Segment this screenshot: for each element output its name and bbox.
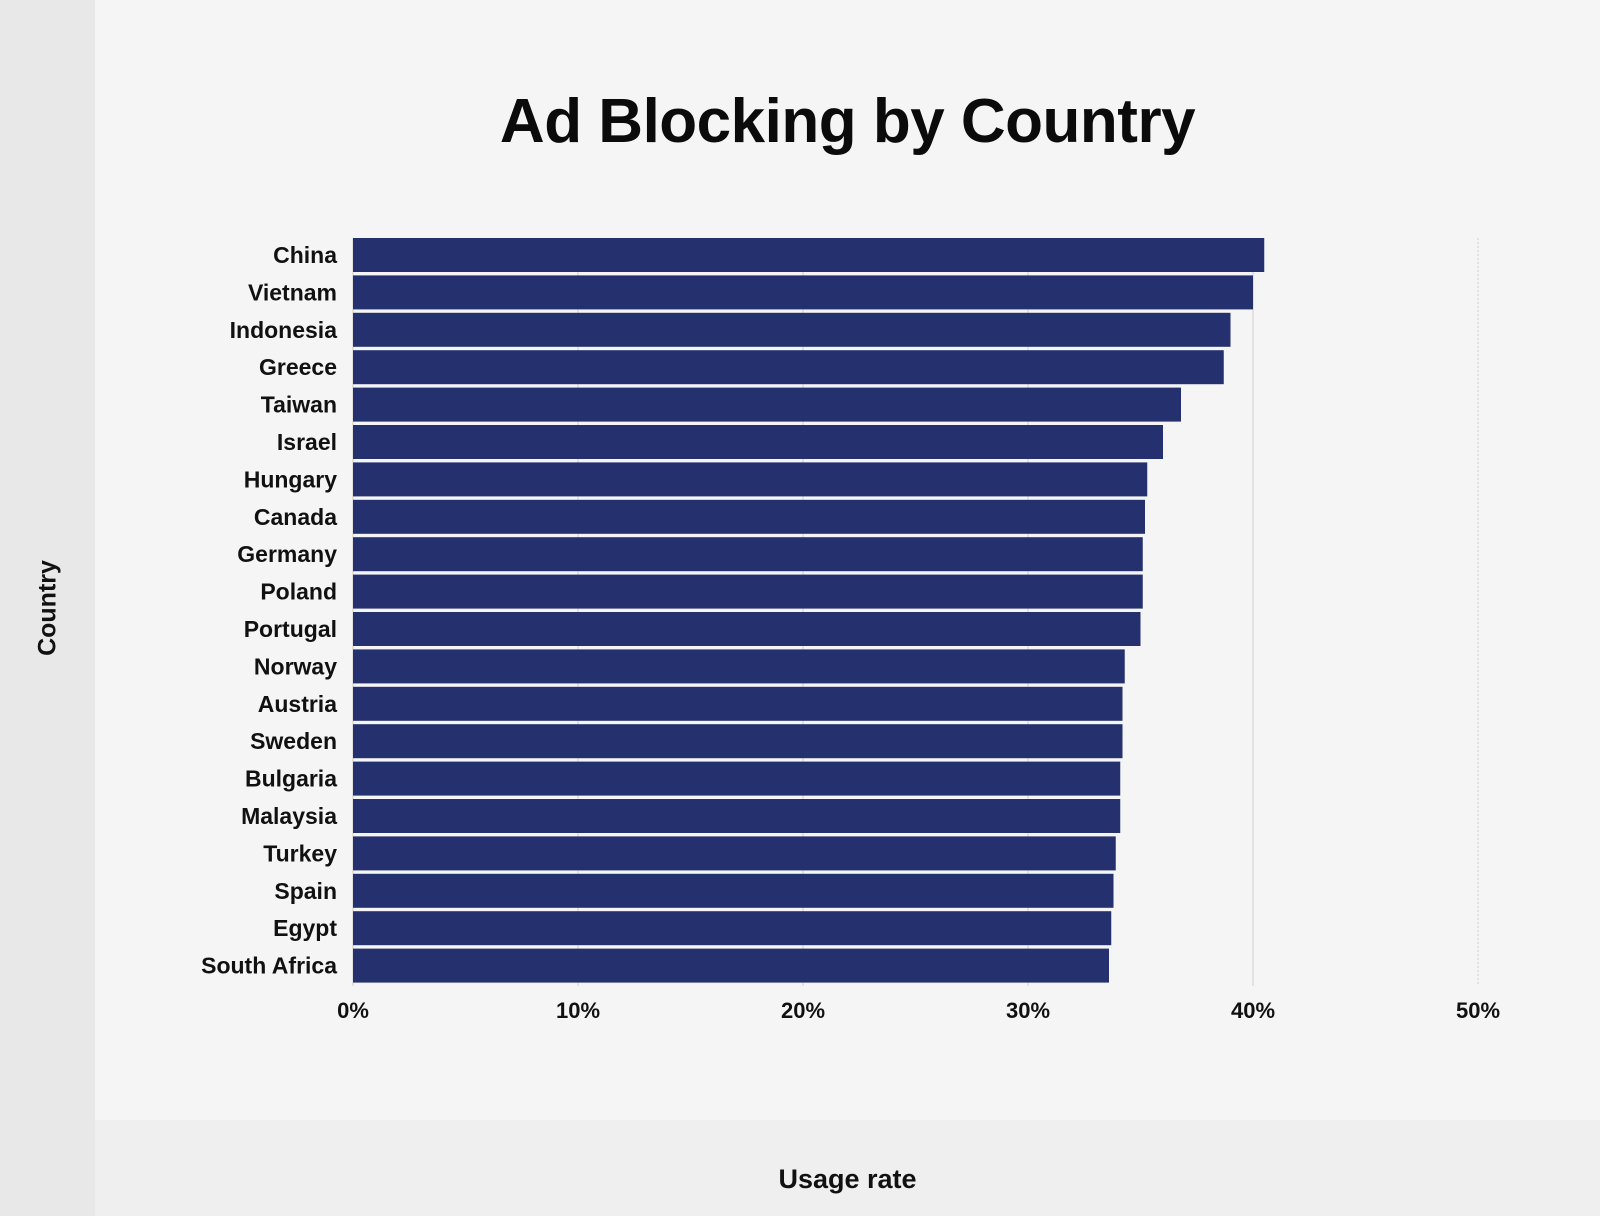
bar-south-africa xyxy=(353,948,1109,983)
chart-title: Ad Blocking by Country xyxy=(499,87,1196,156)
category-label: Norway xyxy=(254,653,337,679)
category-label: South Africa xyxy=(201,953,337,979)
x-tick-label: 40% xyxy=(1231,998,1275,1023)
bar-germany xyxy=(353,537,1143,572)
category-label: Poland xyxy=(260,579,337,605)
category-label: China xyxy=(273,242,337,268)
bar-turkey xyxy=(353,836,1116,871)
category-label: Taiwan xyxy=(261,392,337,418)
bar-bulgaria xyxy=(353,761,1121,796)
bar-norway xyxy=(353,649,1125,684)
category-label: Germany xyxy=(237,541,337,567)
bar-indonesia xyxy=(353,312,1231,347)
bar-egypt xyxy=(353,911,1112,946)
bar-greece xyxy=(353,350,1224,385)
category-label: Sweden xyxy=(250,728,337,754)
bar-spain xyxy=(353,873,1114,908)
category-label: Canada xyxy=(254,504,337,530)
bar-israel xyxy=(353,425,1163,459)
x-axis-label: Usage rate xyxy=(778,1164,917,1194)
bar-portugal xyxy=(353,612,1141,646)
category-label: Hungary xyxy=(244,466,338,492)
category-label: Bulgaria xyxy=(245,766,337,792)
category-label: Indonesia xyxy=(230,317,338,343)
x-tick-label: 10% xyxy=(556,998,600,1023)
bar-taiwan xyxy=(353,387,1181,422)
x-tick-label: 50% xyxy=(1456,998,1500,1023)
x-tick-label: 30% xyxy=(1006,998,1050,1023)
category-label: Vietnam xyxy=(248,279,337,305)
category-label: Portugal xyxy=(244,616,337,642)
left-band xyxy=(0,0,95,1216)
category-label: Israel xyxy=(277,429,337,455)
category-label: Turkey xyxy=(263,840,337,866)
bar-vietnam xyxy=(353,275,1253,310)
bar-china xyxy=(353,238,1265,272)
category-label: Greece xyxy=(259,354,337,380)
x-tick-label: 20% xyxy=(781,998,825,1023)
bar-canada xyxy=(353,499,1145,534)
bar-malaysia xyxy=(353,799,1121,833)
category-label: Egypt xyxy=(273,915,337,941)
category-label: Spain xyxy=(274,878,337,904)
category-label: Malaysia xyxy=(241,803,337,829)
chart-footer: Usage rate xyxy=(95,1120,1600,1216)
bar-poland xyxy=(353,574,1143,609)
x-tick-label: 0% xyxy=(337,998,369,1023)
category-label: Austria xyxy=(258,691,337,717)
bar-hungary xyxy=(353,462,1148,497)
bar-austria xyxy=(353,686,1123,721)
bar-sweden xyxy=(353,724,1123,759)
